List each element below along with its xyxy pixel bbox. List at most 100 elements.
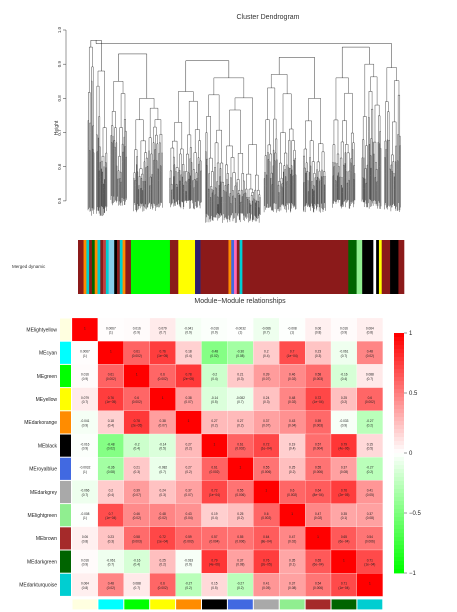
cell-pvalue-label: (0.8) [82, 539, 89, 543]
cell-value-label: -0.082 [236, 396, 245, 400]
legend-gradient-step [394, 537, 404, 542]
cell-value-label: 0.7 [290, 350, 295, 354]
color-bar-segment [130, 240, 171, 294]
color-bar-segment [373, 240, 377, 294]
row-label: MEblack [38, 443, 58, 449]
cell-value-label: 0.27 [211, 419, 217, 423]
legend-gradient-step [394, 433, 404, 438]
cell-pvalue-label: (0.08) [366, 516, 374, 520]
cell-pvalue-label: (0.4) [341, 377, 348, 381]
cell-value-label: 0.6 [160, 373, 165, 377]
cell-pvalue-label: (1e−04) [157, 539, 168, 543]
cell-pvalue-label: (1) [83, 354, 87, 358]
legend-gradient-step [394, 401, 404, 406]
legend-gradient-step [394, 409, 404, 414]
cell-value-label: -0.041 [184, 326, 193, 330]
cell-pvalue-label: (0.006) [313, 470, 323, 474]
cell-value-label: 0.016 [340, 326, 348, 330]
cell-value-label: 0.25 [160, 558, 166, 562]
cell-value-label: 0.23 [315, 350, 321, 354]
heatmap-cell [356, 573, 383, 597]
cell-pvalue-label: (0.002) [158, 377, 168, 381]
cell-pvalue-label: (0.006) [365, 539, 375, 543]
cell-value-label: 0.48 [289, 396, 295, 400]
column-color-swatch [124, 599, 150, 610]
cell-pvalue-label: (0.4) [185, 354, 192, 358]
column-color-swatch [202, 599, 227, 610]
cell-pvalue-label: (1) [83, 516, 87, 520]
row-label: MEdarkturquoise [19, 583, 57, 589]
dendrogram-tree [87, 40, 401, 223]
cell-value-label: 0.0067 [80, 350, 90, 354]
column-color-swatch [357, 599, 383, 610]
cell-pvalue-label: (0.8) [315, 331, 322, 335]
cell-value-label: 0.079 [81, 396, 89, 400]
color-bar-segment [200, 240, 229, 294]
legend-gradient-step [394, 497, 404, 502]
column-color-swatch [227, 599, 253, 610]
cell-value-label: 0.19 [289, 442, 295, 446]
cell-pvalue-label: (0.2) [185, 470, 192, 474]
legend-gradient-step [394, 357, 404, 362]
legend-tick-label: 0 [409, 451, 413, 457]
cell-pvalue-label: (0.1) [289, 563, 296, 567]
cell-pvalue-label: (4e−06) [338, 447, 349, 451]
cell-pvalue-label: (2e−05) [131, 423, 142, 427]
cell-value-label: 0.64 [315, 489, 321, 493]
legend-gradient-step [394, 413, 404, 418]
legend-gradient-step [394, 365, 404, 370]
cell-pvalue-label: (0.2) [367, 423, 374, 427]
cell-value-label: 0.06 [82, 535, 88, 539]
row-label: MElightgreen [28, 513, 58, 519]
cell-pvalue-label: (0.02) [107, 586, 115, 590]
legend-gradient-step [394, 405, 404, 410]
cell-pvalue-label: (1e−04) [287, 354, 298, 358]
cell-value-label: 0.65 [341, 535, 347, 539]
row-label: MEdarkgreen [27, 559, 57, 565]
legend-tick-label: 1 [409, 331, 413, 337]
cell-pvalue-label: (0.3) [108, 539, 115, 543]
cell-value-label: 1 [239, 466, 241, 470]
legend-gradient-step [394, 533, 404, 538]
color-bar-segment [78, 240, 84, 294]
row-label: MEgreen [37, 374, 58, 380]
cell-pvalue-label: (0.2) [237, 586, 244, 590]
cell-pvalue-label: (0.02) [107, 447, 115, 451]
cell-pvalue-label: (0.2) [237, 423, 244, 427]
dendrogram-title: Cluster Dendrogram [236, 14, 299, 21]
cell-value-label: 0.37 [341, 466, 347, 470]
heatmap-cells: 1 0.0067(1)0.016(0.9)0.079(0.7)-0.041(0.9… [71, 317, 383, 597]
cell-value-label: -0.14 [159, 442, 166, 446]
row-color-swatch [60, 318, 71, 341]
cell-pvalue-label: (1e−04) [209, 493, 220, 497]
color-bar-segment [242, 240, 349, 294]
cell-value-label: 0.2 [264, 350, 269, 354]
cell-pvalue-label: (0.08) [236, 563, 244, 567]
cell-pvalue-label: (2e−05) [261, 563, 272, 567]
legend-gradient-step [394, 457, 404, 462]
cell-pvalue-label: (8e−04) [261, 539, 272, 543]
legend-gradient-step [394, 353, 404, 358]
cell-pvalue-label: (0.7) [108, 563, 115, 567]
cell-pvalue-label: (0.02) [288, 400, 296, 404]
cell-pvalue-label: (0.004) [209, 539, 219, 543]
cell-pvalue-label: (1) [290, 331, 294, 335]
cell-value-label: -0.27 [237, 582, 244, 586]
cell-pvalue-label: (0.9) [211, 331, 218, 335]
color-bar-segment [362, 240, 374, 294]
cell-value-label: 0.25 [341, 396, 347, 400]
row-color-swatch [60, 504, 71, 527]
cell-pvalue-label: (0.7) [82, 400, 89, 404]
cell-value-label: 0.35 [289, 558, 295, 562]
cell-value-label: -0.016 [80, 442, 89, 446]
cell-value-label: 0.0067 [106, 326, 116, 330]
legend-gradient-step [394, 393, 404, 398]
cell-value-label: 0.55 [237, 535, 243, 539]
cell-value-label: 0.72 [160, 535, 166, 539]
cell-value-label: -0.041 [80, 419, 89, 423]
color-bar-segment [169, 240, 179, 294]
row-color-swatch [60, 573, 71, 596]
cell-value-label: -0.2 [134, 442, 140, 446]
cell-value-label: 0.65 [315, 558, 321, 562]
cell-pvalue-label: (0.4) [263, 354, 270, 358]
